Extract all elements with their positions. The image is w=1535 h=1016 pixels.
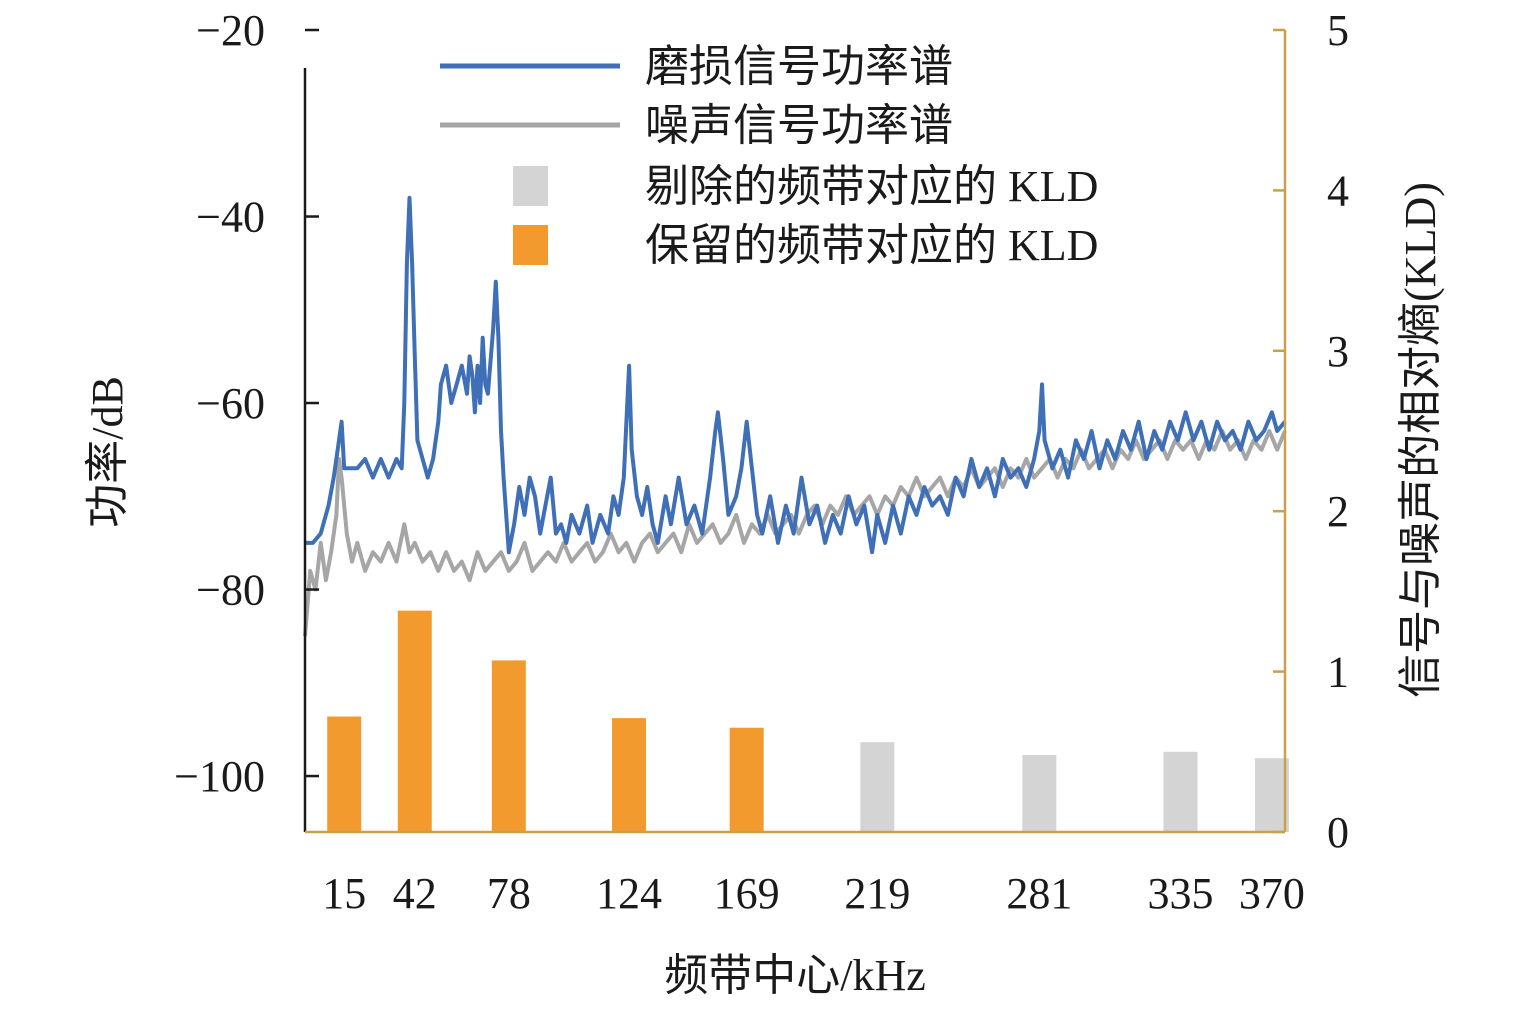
legend-label: 剔除的频带对应的 KLD: [645, 162, 1098, 211]
y-left-tick-label: −20: [196, 6, 265, 55]
kld-bar-169: [729, 727, 764, 832]
y-left-tick-label: −40: [196, 193, 265, 242]
y-right-tick-label: 1: [1327, 648, 1349, 697]
y-axis-right-title: 信号与噪声的相对熵(KLD): [1396, 182, 1445, 698]
y-axis-left-title: 功率/dB: [83, 376, 132, 528]
legend-swatch-bar: [513, 166, 548, 206]
kld-bar-78: [491, 660, 526, 832]
y-left-tick-label: −100: [174, 752, 265, 801]
x-tick-label: 15: [322, 869, 366, 918]
x-tick-label: 42: [393, 869, 437, 918]
y-left-tick-label: −80: [196, 566, 265, 615]
y-left-tick-label: −60: [196, 379, 265, 428]
wear-spectrum-line: [305, 195, 1287, 555]
axes: −20 −40 −60 −80 −100 0 1 2 3 4 5 15 42 78 124 169 219 281…: [174, 6, 1349, 918]
kld-bar-15: [327, 716, 362, 832]
kld-bars: [327, 610, 1289, 832]
y-right-tick-label: 3: [1327, 327, 1349, 376]
kld-bar-42: [397, 610, 432, 832]
kld-bar-219: [860, 742, 895, 832]
x-tick-label: 219: [844, 869, 910, 918]
legend-label: 磨损信号功率谱: [645, 42, 953, 91]
x-tick-label: 335: [1147, 869, 1213, 918]
kld-bar-281: [1022, 755, 1057, 832]
kld-bar-124: [612, 718, 647, 832]
spectrum-lines: [303, 195, 1287, 637]
y-right-tick-label: 0: [1327, 808, 1349, 857]
x-tick-label: 370: [1239, 869, 1305, 918]
x-tick-label: 281: [1006, 869, 1072, 918]
x-tick-label: 169: [714, 869, 780, 918]
x-axis-title: 频带中心/kHz: [664, 951, 926, 1000]
legend-label: 噪声信号功率谱: [645, 101, 953, 150]
legend-label: 保留的频带对应的 KLD: [645, 221, 1098, 270]
kld-bar-335: [1163, 751, 1198, 832]
kld-bar-370: [1254, 758, 1289, 832]
x-tick-label: 124: [596, 869, 662, 918]
y-right-tick-label: 2: [1327, 487, 1349, 536]
legend-swatch-bar: [513, 225, 548, 265]
y-right-tick-label: 5: [1327, 6, 1349, 55]
x-tick-label: 78: [487, 869, 531, 918]
y-right-tick-label: 4: [1327, 166, 1349, 215]
